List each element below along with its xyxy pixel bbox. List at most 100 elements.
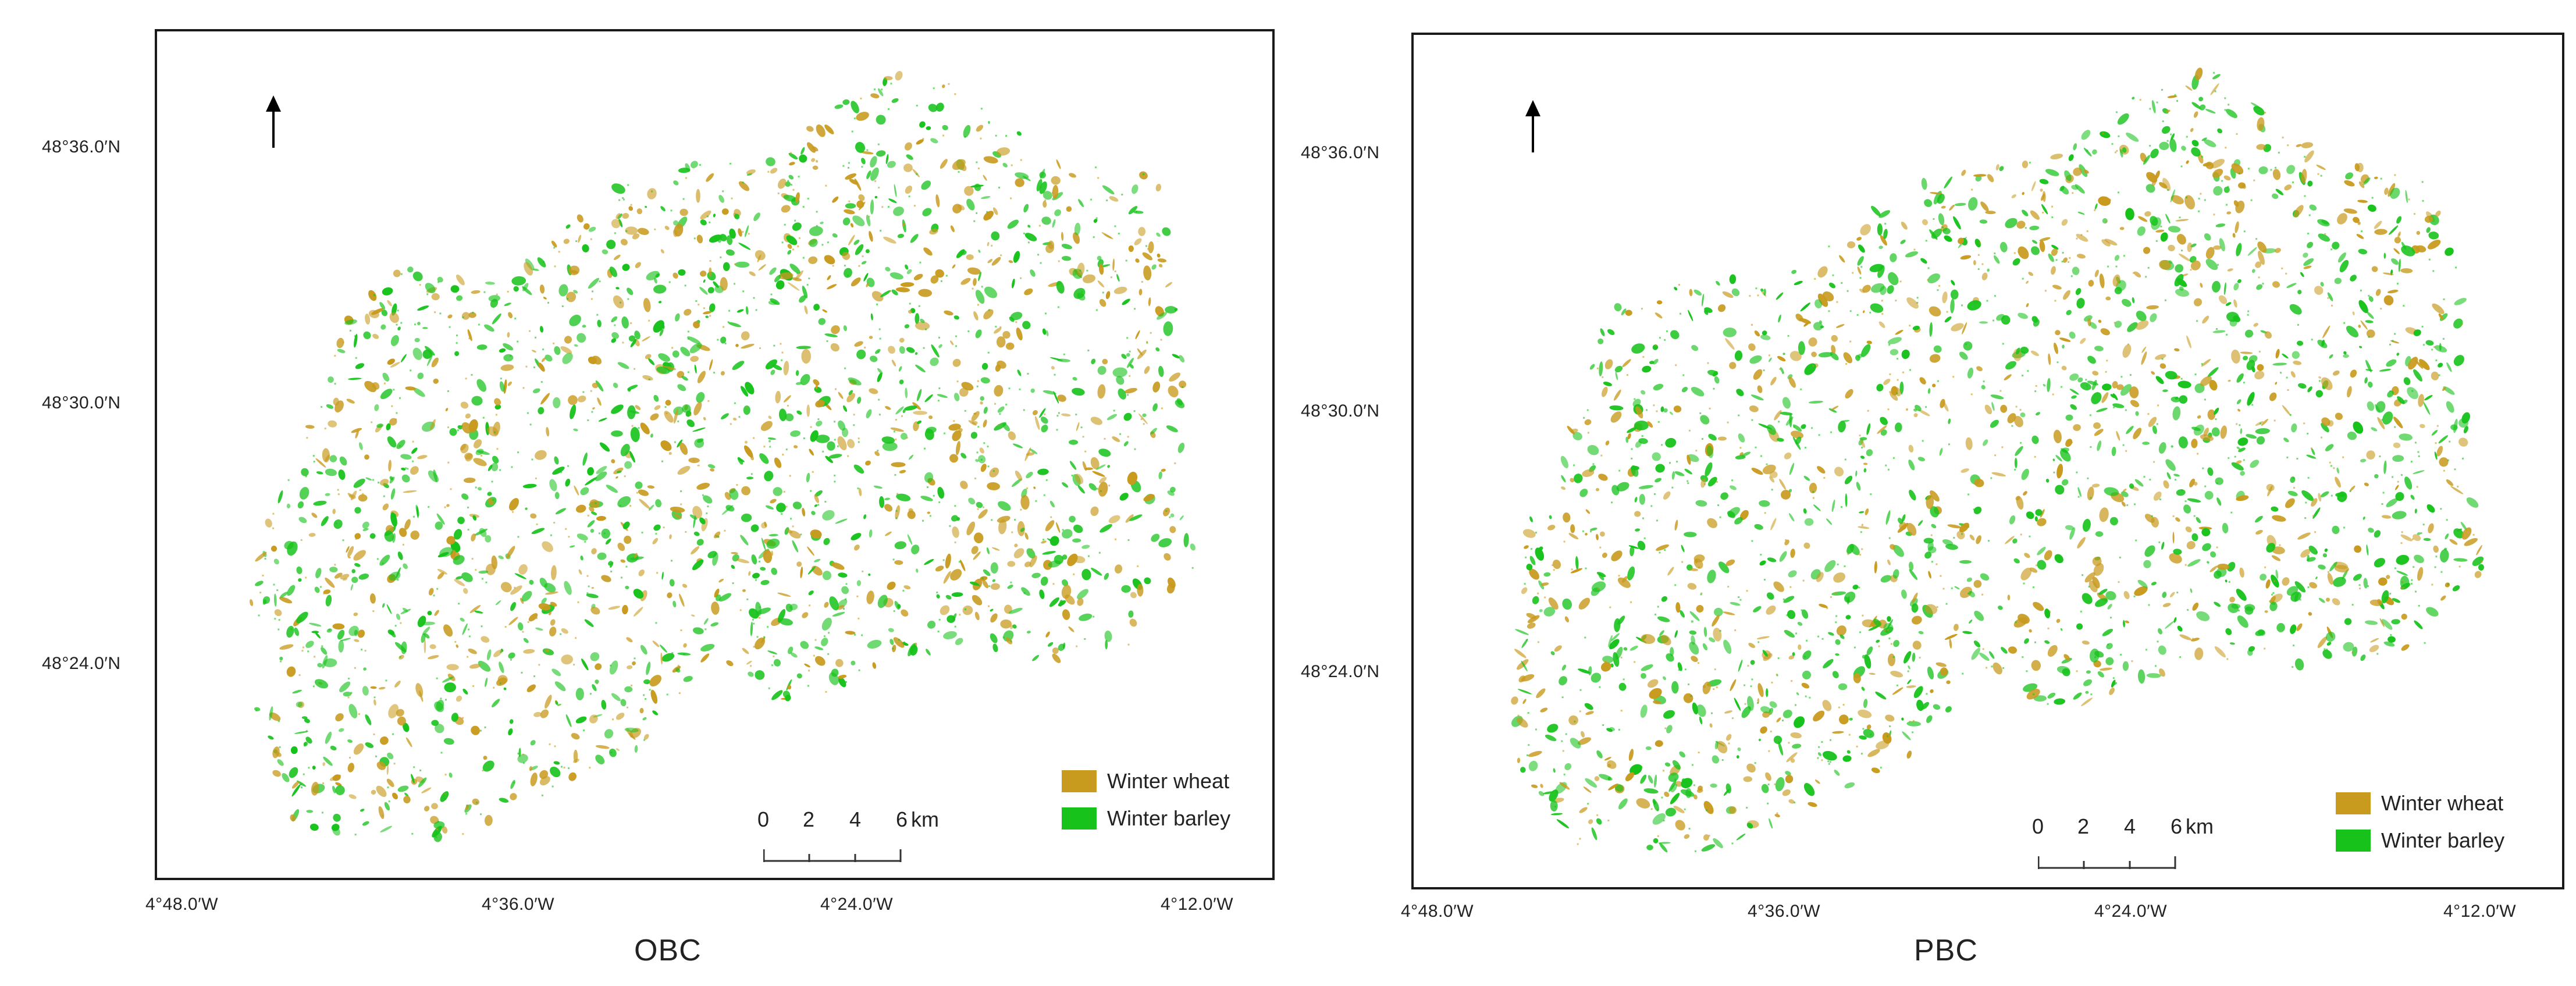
wheat-field-patch (1114, 564, 1123, 574)
field-speckle (348, 557, 351, 558)
field-speckle (2176, 99, 2178, 102)
barley-field-patch (2343, 354, 2349, 358)
barley-field-patch (587, 467, 595, 476)
wheat-field-patch (2104, 239, 2118, 246)
wheat-field-patch (983, 156, 998, 163)
barley-field-patch (1549, 515, 1552, 519)
barley-field-patch (2213, 186, 2223, 196)
barley-field-patch (478, 660, 491, 672)
wheat-field-patch (2063, 290, 2070, 300)
barley-field-patch (1887, 616, 1891, 622)
barley-field-patch (606, 240, 616, 250)
barley-field-patch (1712, 755, 1720, 764)
barley-field-patch (407, 266, 414, 273)
barley-field-patch (1913, 686, 1923, 698)
field-speckle (2287, 389, 2289, 391)
field-speckle (1888, 344, 1891, 346)
wheat-field-patch (2077, 254, 2086, 259)
wheat-field-patch (545, 649, 550, 652)
field-speckle (2316, 551, 2318, 553)
wheat-field-patch (1743, 776, 1753, 782)
barley-field-patch (611, 338, 617, 343)
field-speckle (614, 324, 616, 326)
barley-field-patch (2214, 601, 2221, 607)
barley-field-patch (624, 727, 639, 733)
barley-field-patch (499, 348, 506, 353)
barley-field-patch (1048, 560, 1061, 568)
barley-field-patch (412, 271, 423, 282)
barley-field-patch (1951, 280, 1955, 286)
wheat-field-patch (1511, 696, 1518, 705)
field-speckle (529, 330, 531, 332)
barley-field-patch (975, 290, 985, 304)
legend-label: Winter wheat (1107, 769, 1230, 793)
field-speckle (937, 400, 940, 402)
field-speckle (1888, 638, 1891, 639)
field-speckle (894, 474, 896, 476)
barley-field-patch (404, 792, 409, 797)
barley-field-patch (653, 394, 659, 402)
barley-field-patch (2414, 554, 2424, 563)
wheat-field-patch (1717, 436, 1727, 441)
wheat-field-patch (1165, 282, 1173, 288)
field-speckle (2435, 359, 2438, 361)
field-speckle (1127, 394, 1129, 396)
wheat-field-patch (471, 725, 480, 735)
field-speckle (1110, 276, 1112, 279)
wheat-field-patch (741, 331, 750, 341)
field-speckle (1537, 592, 1539, 595)
field-speckle (2307, 233, 2310, 234)
barley-field-patch (2223, 282, 2226, 295)
wheat-field-patch (1067, 553, 1078, 567)
field-speckle (2281, 267, 2283, 269)
barley-field-patch (2225, 579, 2228, 583)
wheat-field-patch (2026, 303, 2029, 308)
wheat-field-patch (995, 364, 1001, 372)
wheat-field-patch (2343, 208, 2357, 214)
wheat-field-patch (1956, 531, 1965, 540)
wheat-field-patch (1890, 544, 1896, 550)
lat-label-24: 48°24.0′N (1301, 662, 1380, 681)
barley-field-patch (2005, 218, 2018, 229)
barley-field-patch (1665, 807, 1677, 817)
field-speckle (2343, 322, 2346, 324)
field-speckle (1583, 417, 1585, 419)
barley-field-patch (511, 276, 526, 286)
barley-field-patch (1920, 258, 1927, 264)
field-speckle (1760, 455, 1762, 457)
barley-field-patch (442, 676, 454, 683)
barley-field-patch (784, 527, 789, 535)
field-speckle (1134, 308, 1136, 310)
wheat-field-patch (2241, 184, 2246, 189)
barley-field-patch (2013, 558, 2020, 564)
wheat-field-patch (1877, 425, 1887, 434)
field-speckle (1114, 225, 1116, 227)
field-speckle (1693, 784, 1695, 786)
field-speckle (1661, 444, 1663, 446)
barley-field-patch (1980, 573, 1990, 581)
wheat-field-patch (1786, 752, 1798, 763)
field-speckle (825, 184, 827, 187)
barley-field-patch (770, 298, 780, 305)
barley-field-patch (2047, 378, 2051, 393)
field-speckle (549, 743, 551, 745)
wheat-field-patch (2148, 417, 2157, 428)
field-speckle (630, 322, 632, 324)
field-speckle (1678, 669, 1680, 671)
field-speckle (553, 522, 556, 524)
barley-field-patch (1538, 791, 1545, 796)
wheat-field-patch (952, 430, 962, 442)
field-speckle (756, 636, 759, 638)
wheat-field-patch (540, 393, 550, 405)
wheat-field-patch (1547, 525, 1556, 531)
barley-field-patch (1730, 601, 1741, 606)
wheat-field-patch (2269, 596, 2276, 604)
barley-field-patch (2136, 311, 2147, 322)
wheat-field-patch (1866, 340, 1873, 344)
barley-field-patch (1734, 697, 1741, 711)
field-speckle (753, 437, 755, 439)
barley-field-patch (1714, 376, 1720, 384)
wheat-field-patch (1164, 553, 1171, 561)
field-speckle (625, 230, 628, 232)
wheat-field-patch (571, 733, 580, 740)
